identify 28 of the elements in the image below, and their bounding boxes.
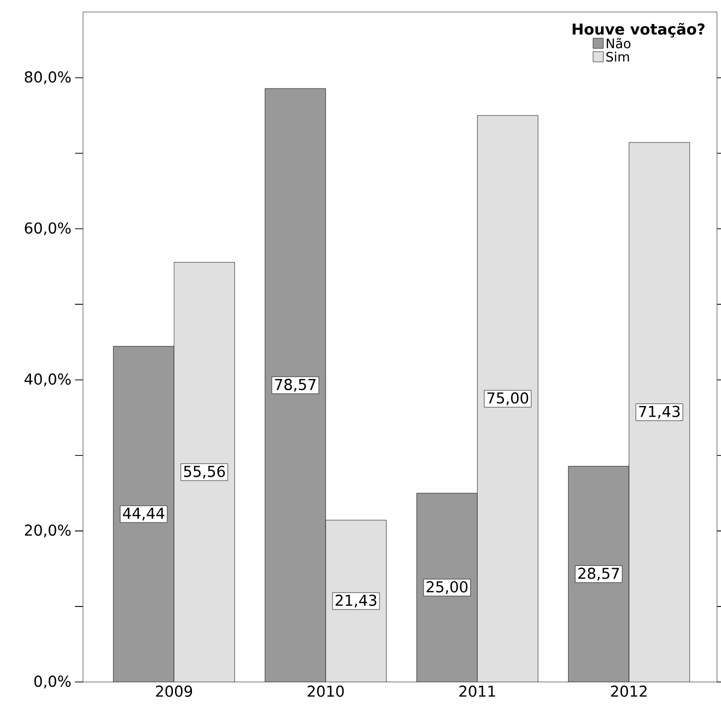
data-label: 25,00 (426, 581, 468, 594)
legend-title: Houve votação? (572, 22, 704, 38)
y-tick-label: 60,0% (24, 222, 71, 236)
data-label: 55,56 (184, 466, 225, 479)
bar (568, 466, 630, 682)
data-label: 28,57 (578, 568, 619, 581)
data-label: 78,57 (275, 378, 316, 392)
x-tick-label: 2010 (308, 686, 344, 697)
x-tick-label: 2012 (611, 686, 647, 697)
y-tick-label: 40,0% (24, 373, 71, 386)
y-tick-label: 20,0% (24, 524, 71, 538)
legend-label: Sim (606, 52, 629, 62)
x-tick-label: 2011 (459, 686, 496, 697)
legend-label: Não (606, 38, 630, 48)
data-label: 71,43 (639, 406, 680, 419)
bar (628, 142, 690, 682)
bar (477, 115, 538, 682)
bar (113, 346, 174, 682)
bar (174, 262, 235, 682)
x-tick-label: 2009 (156, 686, 192, 697)
y-tick-label: 0,0% (34, 676, 71, 688)
y-tick-label: 80,0% (24, 71, 71, 84)
data-label: 75,00 (487, 392, 528, 406)
data-label: 44,44 (122, 508, 164, 520)
bar (416, 493, 478, 682)
bar (265, 88, 326, 682)
bar (326, 520, 386, 682)
data-label: 21,43 (336, 594, 376, 608)
